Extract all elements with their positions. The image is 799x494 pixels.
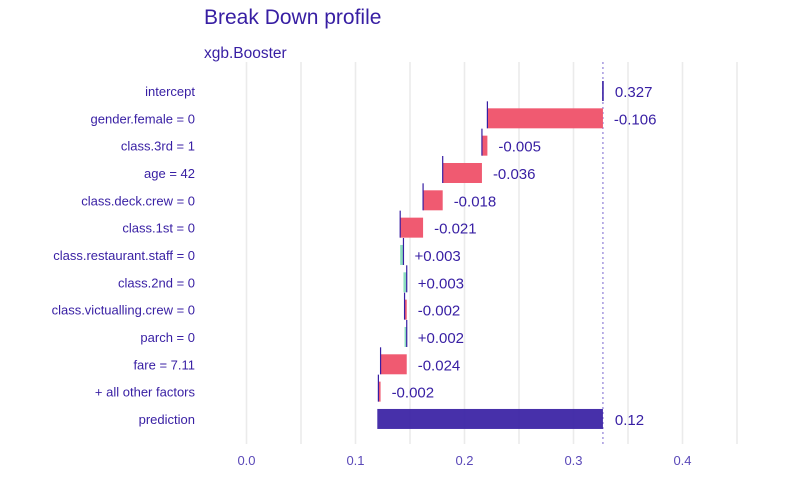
value-label: -0.021 [434, 221, 477, 238]
value-label: -0.036 [493, 166, 536, 183]
value-labels: 0.327 -0.106 -0.005 -0.036 -0.018 -0.021 +0.00… [392, 84, 657, 429]
y-axis-label: class.restaurant.staff = 0 [53, 248, 195, 263]
x-tick-label: 0.2 [455, 453, 473, 468]
value-label: -0.005 [498, 139, 541, 156]
contribution-bar [423, 190, 443, 211]
contribution-bar [378, 381, 381, 402]
y-axis-label: gender.female = 0 [91, 111, 195, 126]
contribution-bar [404, 299, 407, 320]
value-label: +0.002 [418, 330, 464, 347]
value-label: 0.12 [615, 412, 644, 429]
prediction-bar [377, 408, 603, 429]
contribution-bar [403, 272, 407, 293]
contribution-bar [442, 162, 482, 183]
value-label: -0.106 [614, 111, 657, 128]
y-axis-label: class.2nd = 0 [118, 275, 195, 290]
y-axis-label: class.victualling.crew = 0 [52, 303, 195, 318]
y-axis-label: parch = 0 [140, 330, 195, 345]
y-axis-label: + all other factors [95, 385, 196, 400]
chart-title: Break Down profile [204, 6, 382, 29]
value-label: 0.327 [615, 84, 653, 101]
y-axis-label: class.deck.crew = 0 [81, 193, 195, 208]
y-axis-label: prediction [139, 412, 195, 427]
value-label: +0.003 [414, 248, 460, 265]
contribution-bar [400, 217, 424, 238]
bars [377, 81, 604, 429]
x-tick-label: 0.4 [673, 453, 691, 468]
value-label: -0.018 [454, 193, 497, 210]
value-label: +0.003 [418, 275, 464, 292]
contribution-bar [404, 326, 407, 347]
contribution-bar [400, 244, 404, 265]
value-label: -0.002 [418, 303, 461, 320]
chart-subtitle: xgb.Booster [204, 45, 287, 62]
contribution-bar [380, 354, 407, 375]
value-label: -0.024 [418, 357, 461, 374]
x-tick-label: 0.3 [564, 453, 582, 468]
contribution-bar [487, 108, 603, 129]
y-axis-labels: intercept gender.female = 0 class.3rd = 1 a… [52, 84, 196, 427]
x-tick-label: 0.1 [346, 453, 364, 468]
contribution-bar [481, 135, 488, 156]
y-axis-label: fare = 7.11 [133, 357, 195, 372]
grid-lines [245, 62, 738, 444]
y-axis-label: class.3rd = 1 [121, 139, 195, 154]
y-axis-label: class.1st = 0 [122, 221, 195, 236]
y-axis-label: intercept [145, 84, 195, 99]
x-axis-ticks: 0.0 0.1 0.2 0.3 0.4 [237, 453, 691, 468]
y-axis-label: age = 42 [144, 166, 195, 181]
value-label: -0.002 [392, 385, 435, 402]
x-tick-label: 0.0 [237, 453, 255, 468]
